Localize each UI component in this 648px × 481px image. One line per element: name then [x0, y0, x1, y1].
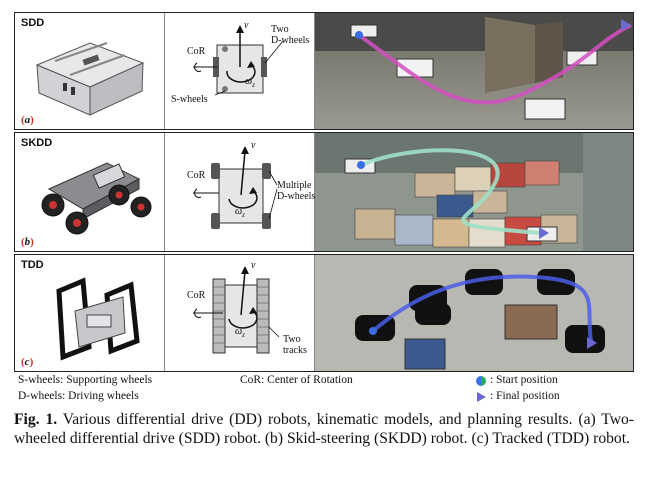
omega-label: ωz	[235, 206, 245, 219]
tdd-photo-scene	[315, 255, 633, 371]
subfigure-label: (c)	[21, 356, 34, 368]
wheels-note: Two D-wheels	[271, 24, 310, 46]
legend-swheels: S-wheels: Supporting wheels	[18, 374, 153, 386]
legend-start: : Start position	[490, 374, 558, 386]
skdd-photo-scene	[315, 133, 633, 251]
sdd-kinematic-model: CoR v ωz Two D-wheels S-wheels	[165, 13, 315, 129]
robot-type-tag: SKDD	[21, 137, 53, 149]
skdd-robot-panel: SKDD (b)	[15, 133, 165, 251]
tdd-planning-photo	[315, 255, 633, 371]
tdd-robot-illustration	[56, 277, 140, 361]
velocity-label: v	[251, 140, 256, 151]
figure: SDD (a) CoR v ωz Two D-wheels	[14, 12, 634, 372]
tdd-robot-panel: TDD (c)	[15, 255, 165, 371]
final-position-icon	[477, 392, 486, 402]
robot-type-tag: SDD	[21, 17, 45, 29]
cor-label: CoR	[187, 170, 206, 181]
row-sdd: SDD (a) CoR v ωz Two D-wheels	[14, 12, 634, 130]
cor-label: CoR	[187, 290, 206, 301]
skdd-kinematic-model: CoR v ωz Multiple D-wheels	[165, 133, 315, 251]
caption-text: Various differential drive (DD) robots, …	[14, 411, 634, 447]
subfigure-label: (a)	[21, 114, 34, 126]
robot-type-tag: TDD	[21, 259, 44, 271]
cor-label: CoR	[187, 46, 206, 57]
tdd-path	[371, 274, 593, 342]
velocity-label: v	[244, 20, 249, 31]
skdd-kinematic-diagram	[193, 146, 278, 229]
row-tdd: TDD (c)	[14, 254, 634, 372]
start-position-icon	[476, 376, 486, 386]
legend-final: : Final position	[490, 390, 560, 402]
skdd-robot-illustration	[41, 162, 152, 235]
sdd-kinematic-diagram	[193, 25, 284, 96]
sdd-robot-illustration	[35, 42, 145, 116]
tdd-kinematic-diagram	[193, 266, 280, 354]
sdd-planning-photo	[315, 13, 633, 129]
skdd-path	[360, 148, 542, 235]
omega-label: ωz	[235, 326, 245, 339]
subfigure-label: (b)	[21, 236, 34, 248]
caption-label: Fig. 1.	[14, 411, 58, 428]
velocity-label: v	[251, 260, 256, 271]
sdd-path	[357, 23, 632, 105]
wheels-note: Multiple D-wheels	[277, 180, 316, 202]
omega-label: ωz	[245, 76, 255, 89]
sdd-photo-scene	[315, 13, 633, 129]
tdd-kinematic-model: CoR v ωz Two tracks	[165, 255, 315, 371]
row-skdd: SKDD (b) CoR v ωz Multipl	[14, 132, 634, 252]
legend-dwheels: D-wheels: Driving wheels	[18, 390, 139, 402]
wheels-note: Two tracks	[283, 334, 307, 356]
figure-caption: Fig. 1. Various differential drive (DD) …	[14, 410, 634, 448]
legend-cor: CoR: Center of Rotation	[240, 374, 353, 386]
sdd-robot-panel: SDD (a)	[15, 13, 165, 129]
figure-legend: S-wheels: Supporting wheels D-wheels: Dr…	[14, 374, 634, 406]
skdd-planning-photo	[315, 133, 633, 251]
s-wheels-note: S-wheels	[171, 94, 208, 105]
